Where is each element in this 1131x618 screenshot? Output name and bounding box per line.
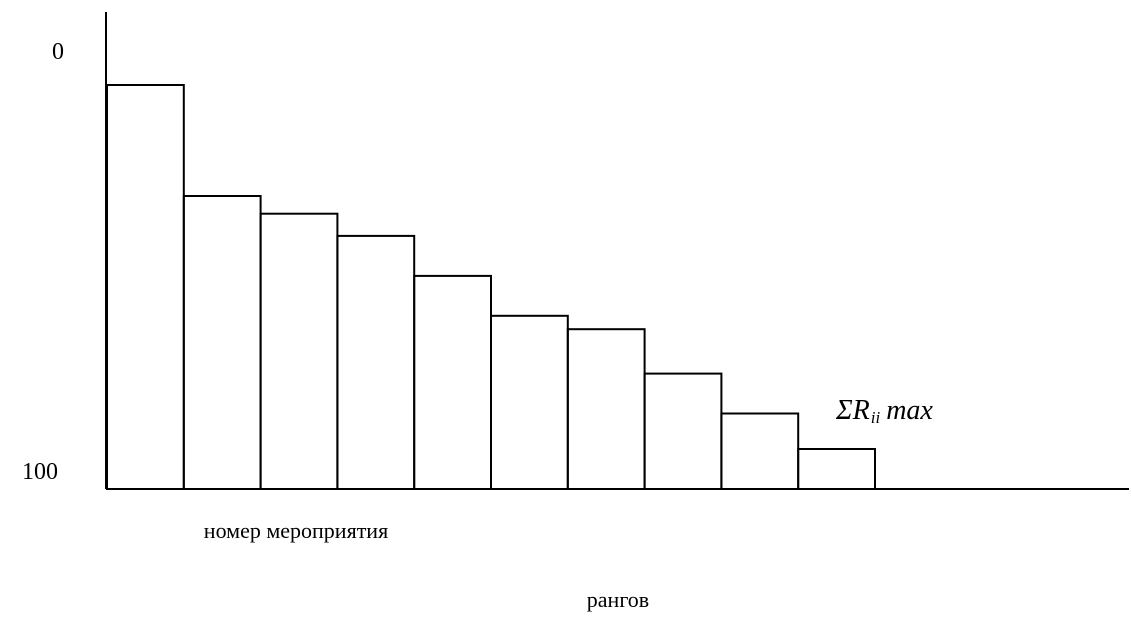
bar-9	[720, 412, 800, 490]
bar-4	[336, 234, 416, 490]
bar-2	[182, 195, 262, 490]
bar-8	[643, 372, 723, 491]
bar-7	[566, 328, 646, 491]
x-axis-label: номер мероприятия	[204, 518, 388, 543]
y-tick-label-top: 0	[52, 39, 64, 65]
bar-1	[106, 84, 185, 490]
y-tick-label-bottom: 100	[22, 459, 58, 485]
sigma-symbol: Σ	[835, 395, 853, 426]
bar-10	[797, 448, 877, 490]
bar-6	[490, 314, 569, 490]
max-text: max	[886, 395, 933, 426]
rank-symbol: R	[852, 395, 870, 426]
y-axis-label: рангов	[587, 587, 649, 612]
bar-5	[413, 274, 493, 490]
bar-3	[259, 212, 339, 490]
sum-rank-max-annotation: ΣRii max	[835, 395, 933, 427]
rank-subscript: ii	[871, 408, 881, 427]
bars-group	[106, 84, 877, 491]
